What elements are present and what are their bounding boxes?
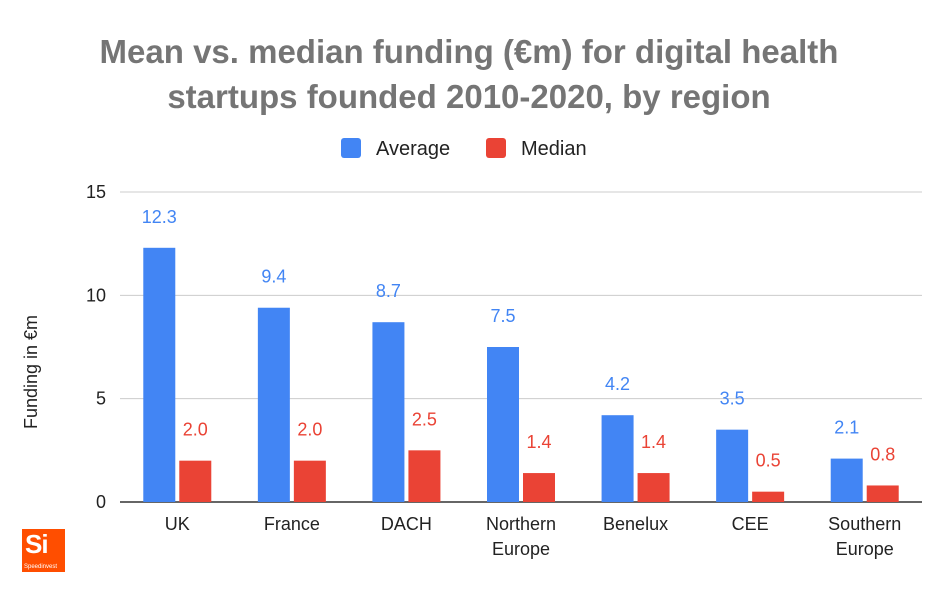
gridlines — [120, 191, 922, 503]
data-label-median-0: 2.0 — [183, 420, 208, 440]
bar-median-6 — [866, 485, 899, 502]
bar-average-0 — [143, 247, 176, 502]
bar-median-4 — [637, 473, 670, 502]
y-tick-label-5: 5 — [96, 389, 106, 409]
bar-average-3 — [487, 347, 519, 502]
bar-median-1 — [293, 460, 326, 502]
y-tick-label-10: 10 — [86, 285, 106, 305]
bar-median-5 — [752, 491, 785, 502]
chart-title-line-2: startups founded 2010-2020, by region — [167, 78, 770, 115]
bar-median-3 — [523, 473, 555, 502]
x-category-label-4: Benelux — [603, 514, 668, 534]
data-label-median-6: 0.8 — [870, 444, 895, 464]
legend-label-median: Median — [521, 138, 587, 160]
data-label-median-5: 0.5 — [756, 451, 781, 471]
legend-swatch-average — [341, 138, 361, 158]
y-tick-label-0: 0 — [96, 492, 106, 512]
speedinvest-logo: Si Speedinvest — [22, 529, 65, 572]
data-label-average-5: 3.5 — [720, 389, 745, 409]
data-label-average-1: 9.4 — [261, 267, 286, 287]
bar-average-4 — [601, 415, 634, 502]
bar-average-6 — [830, 458, 863, 502]
legend: Average Median — [341, 138, 587, 160]
data-label-median-3: 1.4 — [526, 432, 551, 452]
y-axis-label: Funding in €m — [21, 315, 41, 429]
logo-mark: Si — [25, 529, 49, 559]
x-category-label-0: UK — [165, 514, 190, 534]
x-axis-categories: UK France DACH Northern Europe Benelux CEE Sout… — [165, 514, 901, 559]
x-category-label-6: Southern Europe — [828, 514, 901, 559]
data-label-average-2: 8.7 — [376, 281, 401, 301]
bar-average-5 — [716, 429, 749, 502]
legend-label-average: Average — [376, 138, 450, 160]
x-category-label-1: France — [264, 514, 320, 534]
data-label-median-4: 1.4 — [641, 432, 666, 452]
bar-median-0 — [179, 460, 212, 502]
data-label-average-3: 7.5 — [490, 306, 515, 326]
legend-swatch-median — [486, 138, 506, 158]
x-category-label-2: DACH — [381, 514, 432, 534]
data-label-median-1: 2.0 — [297, 420, 322, 440]
chart-title-line-1: Mean vs. median funding (€m) for digital… — [100, 33, 839, 70]
data-label-average-0: 12.3 — [142, 207, 177, 227]
bar-average-1 — [257, 307, 290, 502]
bar-average-2 — [372, 322, 405, 502]
x-category-label-5: CEE — [732, 514, 769, 534]
chart-title: Mean vs. median funding (€m) for digital… — [100, 33, 839, 115]
data-labels: 12.3 2.0 9.4 2.0 8.7 2.5 7.5 1.4 4.2 1.4 3.5 0.5 2.1… — [142, 207, 895, 471]
data-label-average-6: 2.1 — [834, 418, 859, 438]
y-axis-ticks: 0 5 10 15 — [86, 182, 106, 512]
bar-median-2 — [408, 450, 441, 502]
data-label-average-4: 4.2 — [605, 374, 630, 394]
logo-brand: Speedinvest — [24, 564, 58, 570]
y-tick-label-15: 15 — [86, 182, 106, 202]
data-label-median-2: 2.5 — [412, 409, 437, 429]
bars — [143, 247, 899, 502]
x-category-label-3: Northern Europe — [486, 514, 556, 559]
